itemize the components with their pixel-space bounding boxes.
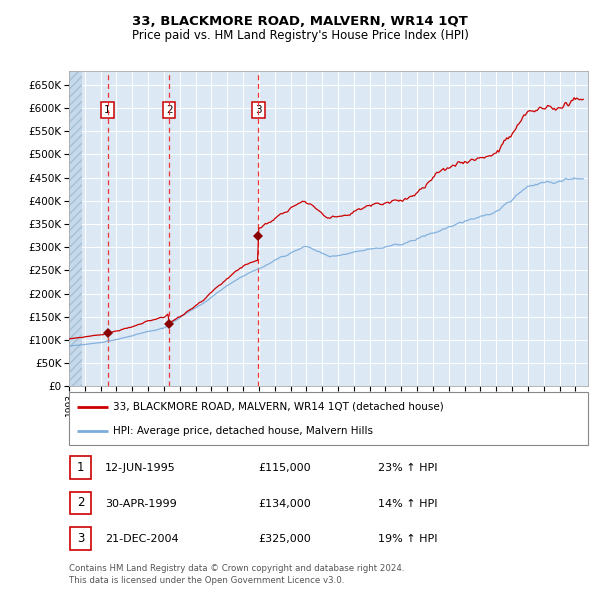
Text: 2: 2 bbox=[77, 496, 84, 510]
Bar bbox=[69, 71, 82, 386]
Text: 12-JUN-1995: 12-JUN-1995 bbox=[105, 464, 176, 473]
Text: 21-DEC-2004: 21-DEC-2004 bbox=[105, 535, 179, 544]
Text: 14% ↑ HPI: 14% ↑ HPI bbox=[378, 499, 437, 509]
Bar bbox=[70, 457, 91, 478]
Text: 33, BLACKMORE ROAD, MALVERN, WR14 1QT: 33, BLACKMORE ROAD, MALVERN, WR14 1QT bbox=[132, 15, 468, 28]
Text: £325,000: £325,000 bbox=[258, 535, 311, 544]
Text: £115,000: £115,000 bbox=[258, 464, 311, 473]
Text: 30-APR-1999: 30-APR-1999 bbox=[105, 499, 177, 509]
Text: Price paid vs. HM Land Registry's House Price Index (HPI): Price paid vs. HM Land Registry's House … bbox=[131, 30, 469, 42]
Text: 19% ↑ HPI: 19% ↑ HPI bbox=[378, 535, 437, 544]
Text: £134,000: £134,000 bbox=[258, 499, 311, 509]
Bar bbox=[70, 527, 91, 549]
Text: 3: 3 bbox=[255, 105, 262, 115]
Text: Contains HM Land Registry data © Crown copyright and database right 2024.
This d: Contains HM Land Registry data © Crown c… bbox=[69, 565, 404, 585]
Text: 3: 3 bbox=[77, 532, 84, 545]
Text: 2: 2 bbox=[166, 105, 172, 115]
Text: 23% ↑ HPI: 23% ↑ HPI bbox=[378, 464, 437, 473]
Bar bbox=[70, 492, 91, 514]
Text: HPI: Average price, detached house, Malvern Hills: HPI: Average price, detached house, Malv… bbox=[113, 426, 373, 436]
Text: 1: 1 bbox=[104, 105, 111, 115]
Text: 33, BLACKMORE ROAD, MALVERN, WR14 1QT (detached house): 33, BLACKMORE ROAD, MALVERN, WR14 1QT (d… bbox=[113, 402, 444, 412]
Text: 1: 1 bbox=[77, 461, 84, 474]
